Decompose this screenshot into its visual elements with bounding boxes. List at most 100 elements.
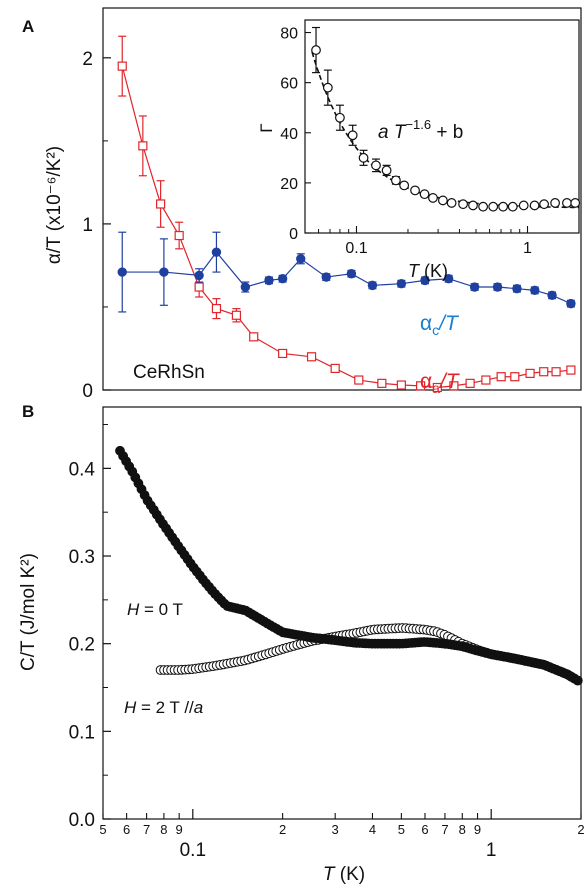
- data-point: [211, 247, 222, 257]
- data-point: [530, 285, 540, 296]
- data-point: [518, 200, 529, 211]
- y-tick-label: 0.2: [69, 635, 95, 656]
- data-point: [478, 201, 489, 212]
- data-point: [550, 198, 561, 208]
- data-point: [551, 367, 561, 377]
- x-major-tick-label: 0.1: [180, 840, 206, 861]
- data-point: [335, 112, 345, 123]
- inset-x-tick-label: 0.1: [345, 240, 367, 257]
- data-point: [469, 282, 480, 292]
- data-point: [446, 198, 457, 208]
- data-point: [311, 45, 321, 55]
- series-label-h2: H = 2 T //a: [124, 698, 203, 717]
- x-minor-tick-label: 3: [332, 822, 339, 837]
- inset-x-tick-label: 1: [523, 240, 532, 257]
- y-tick-label: 2: [82, 49, 93, 70]
- data-point: [420, 275, 430, 286]
- data-point: [468, 200, 478, 211]
- inset-axes: 0 20 40 60 80 0.1 1: [280, 26, 580, 257]
- data-point: [371, 160, 381, 171]
- series-label-h0: H = 0 T: [127, 600, 183, 619]
- data-point: [512, 283, 522, 294]
- x-minor-tick-label: 4: [369, 822, 376, 837]
- x-minor-tick-label: 9: [474, 822, 481, 837]
- data-point: [264, 275, 274, 286]
- data-point: [492, 282, 503, 292]
- data-point: [498, 201, 509, 212]
- panel-label-a: A: [22, 17, 34, 36]
- data-point: [396, 380, 406, 390]
- data-point: [330, 363, 340, 374]
- data-point: [367, 280, 378, 291]
- data-point: [570, 198, 581, 208]
- inset-y-tick-label: 40: [280, 126, 298, 143]
- data-point: [443, 274, 454, 284]
- data-point: [437, 195, 448, 206]
- data-point: [562, 198, 572, 208]
- inset-y-tick-label: 20: [280, 176, 298, 193]
- panel-b-chart: 0.00.10.20.30.45 6 7 8 9 2 3 4 5 6 7 8 9 20.1 1 C/T (J…: [18, 406, 585, 885]
- y-tick-label: 1: [82, 215, 93, 236]
- data-point: [396, 279, 407, 289]
- x-minor-tick-label: 5: [398, 822, 405, 837]
- data-point: [539, 199, 549, 210]
- panel-b-frame: [102, 406, 582, 820]
- data-point: [358, 152, 369, 163]
- data-point: [566, 365, 576, 375]
- panel-b-x-axis-label: T (K): [323, 864, 365, 885]
- panel-b-y-axis-label: C/T (J/mol K²): [18, 553, 39, 671]
- panel-a-main-chart: 0 1 2 α/T (x10⁻⁶/K²) CeRhSn αc/T αa/T: [44, 7, 582, 402]
- inset-plot-area: [311, 26, 581, 212]
- y-tick-label: 0: [82, 381, 93, 402]
- data-point: [419, 189, 430, 200]
- data-point: [381, 165, 392, 176]
- data-point: [231, 310, 242, 320]
- x-major-tick-label: 1: [486, 840, 497, 861]
- data-point: [529, 200, 540, 211]
- inset-x-axis-label: T (K): [408, 261, 448, 281]
- panel-a-annotation-compound: CeRhSn: [133, 362, 205, 383]
- panel-a-y-axis: 0 1 2: [82, 49, 111, 402]
- inset-y-tick-label: 80: [280, 26, 298, 43]
- data-point: [159, 267, 169, 277]
- data-point: [174, 230, 184, 241]
- panel-a-inset-chart: 0 20 40 60 80 0.1 1 Γ T (K) a T−1.6 + b: [257, 16, 581, 281]
- panel-a-plot-area: [117, 35, 576, 393]
- data-point: [390, 175, 401, 186]
- data-point: [240, 282, 251, 292]
- data-point: [525, 368, 535, 378]
- panel-label-b: B: [22, 402, 34, 421]
- y-tick-label: 0.0: [69, 810, 95, 831]
- x-minor-tick-label: 8: [459, 822, 466, 837]
- data-point: [156, 199, 166, 209]
- y-tick-label: 0.1: [69, 722, 95, 743]
- data-point: [278, 348, 288, 359]
- data-point: [277, 274, 288, 284]
- data-point: [194, 270, 204, 281]
- data-point: [306, 352, 317, 362]
- panel-a-frame: [102, 7, 582, 391]
- data-point: [415, 381, 426, 391]
- data-point: [510, 372, 520, 382]
- y-tick-label: 0.4: [69, 459, 96, 480]
- data-point: [138, 141, 148, 151]
- data-point: [539, 367, 549, 377]
- inset-y-tick-label: 60: [280, 76, 298, 93]
- y-tick-label: 0.3: [69, 547, 95, 568]
- data-point: [410, 185, 420, 196]
- data-point: [211, 304, 222, 314]
- x-minor-tick-label: 5: [99, 822, 106, 837]
- data-point: [194, 282, 204, 292]
- panel-b-axes: 0.00.10.20.30.45 6 7 8 9 2 3 4 5 6 7 8 9 20.1 1: [69, 424, 585, 861]
- data-point: [428, 193, 438, 203]
- data-point: [566, 298, 576, 309]
- x-minor-tick-label: 2: [577, 822, 584, 837]
- data-point: [449, 381, 459, 391]
- data-point: [354, 375, 364, 385]
- data-point: [481, 375, 491, 385]
- x-minor-tick-label: 8: [160, 822, 167, 837]
- data-point: [117, 61, 127, 71]
- series-label-alpha-c: αc/T: [420, 312, 460, 338]
- panel-a-y-axis-label: α/T (x10⁻⁶/K²): [44, 146, 65, 264]
